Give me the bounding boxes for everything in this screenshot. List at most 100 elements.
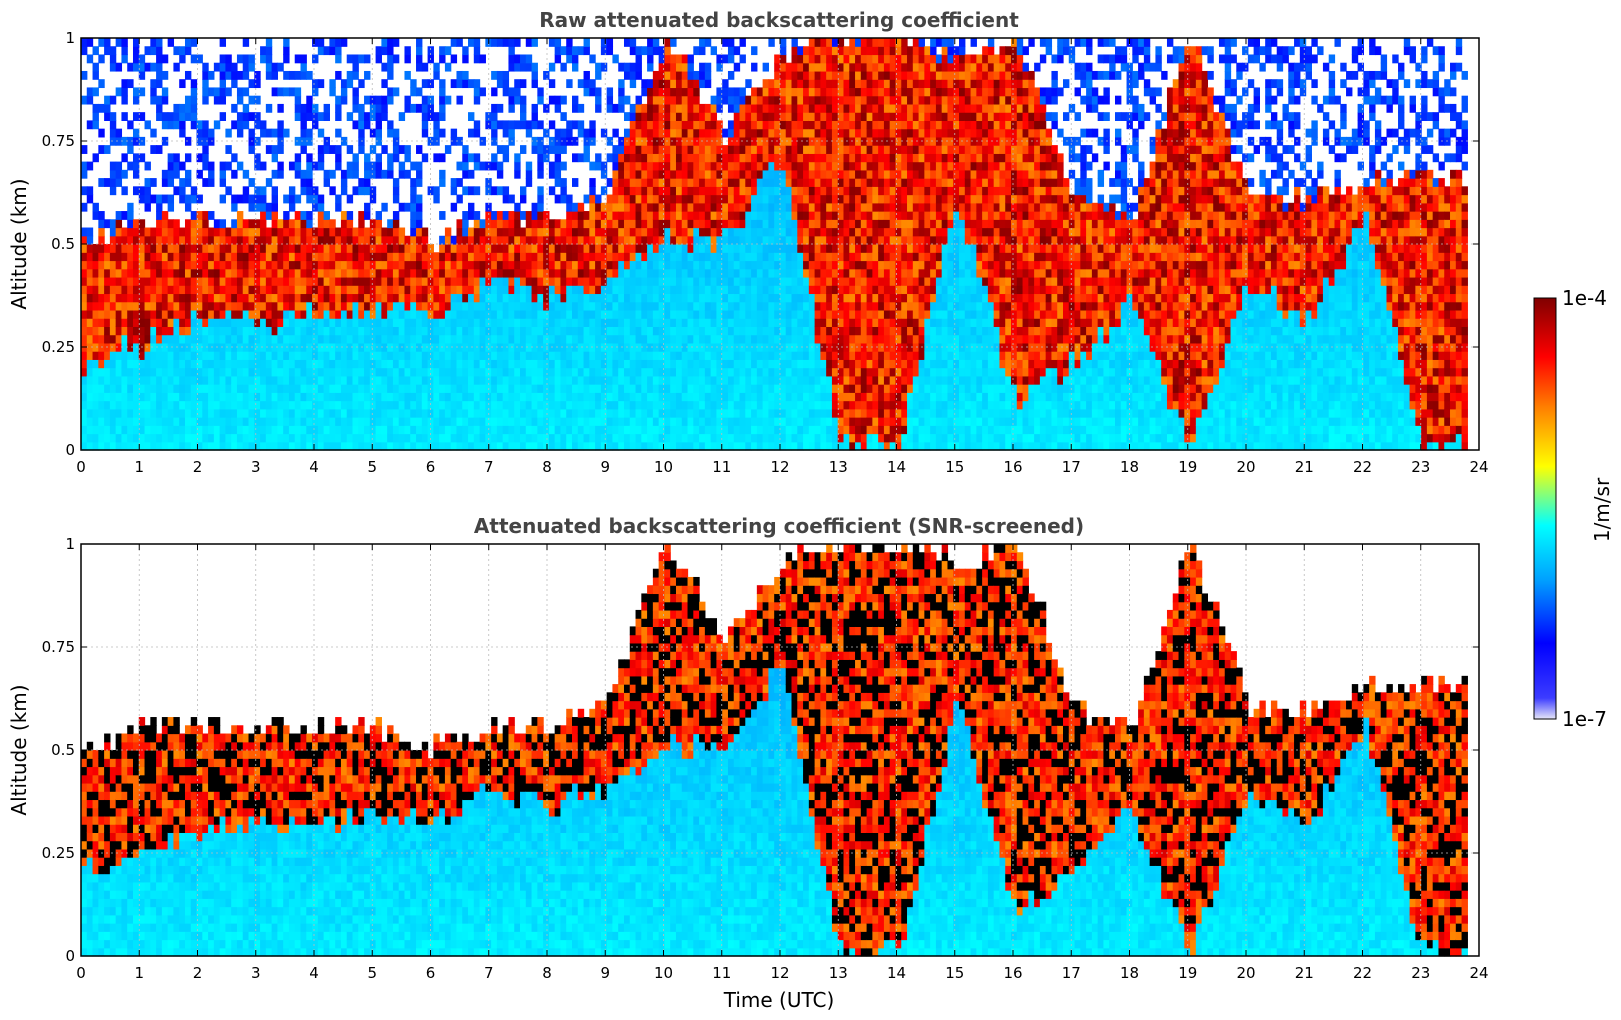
heatmap-cell [352,351,359,360]
heatmap-cell [693,46,700,56]
heatmap-cell [537,95,544,105]
heatmap-cell [699,268,706,278]
heatmap-cell [733,384,741,393]
heatmap-cell [375,359,382,369]
heatmap-cell [346,219,354,229]
heatmap-cell [618,285,625,295]
heatmap-cell [468,285,475,295]
heatmap-cell [242,441,250,451]
heatmap-cell [779,46,787,56]
heatmap-cell [681,425,689,435]
heatmap-cell [231,260,238,270]
heatmap-cell [762,392,769,402]
heatmap-cell [271,441,278,451]
heatmap-cell [756,128,764,138]
heatmap-cell [693,441,700,451]
heatmap-cell [387,384,394,393]
heatmap-cell [629,326,637,336]
heatmap-cell [416,392,423,402]
heatmap-cell [323,46,330,56]
heatmap-cell [410,408,417,418]
heatmap-cell [150,46,157,56]
heatmap-cell [652,87,660,97]
heatmap-cell [439,169,446,179]
heatmap-cell [462,375,469,385]
heatmap-cell [785,178,793,187]
heatmap-cell [687,408,694,418]
heatmap-cell [109,62,117,72]
heatmap-cell [300,260,307,270]
heatmap-cell [577,268,585,278]
heatmap-cell [115,169,123,179]
heatmap-cell [260,301,267,311]
heatmap-cell [98,400,105,410]
heatmap-cell [664,359,671,369]
heatmap-cell [595,392,602,402]
heatmap-cell [675,392,683,402]
heatmap-cell [161,194,169,204]
heatmap-cell [675,375,683,385]
heatmap-cell [704,235,712,245]
heatmap-cell [502,359,510,369]
heatmap-cell [115,301,123,311]
heatmap-cell [329,326,336,336]
heatmap-cell [473,95,481,105]
heatmap-cell [173,367,180,377]
heatmap-cell [364,392,371,402]
heatmap-cell [260,285,267,295]
heatmap-cell [196,293,203,303]
heatmap-cell [664,145,671,154]
heatmap-cell [641,408,648,418]
raw-backscatter-panel: Raw attenuated backscattering coefficien… [7,8,1489,476]
heatmap-cell [364,359,371,369]
heatmap-cell [652,169,660,179]
heatmap-cell [687,219,694,229]
heatmap-cell [156,79,163,89]
heatmap-cell [294,392,302,402]
heatmap-cell [260,417,267,426]
heatmap-cell [785,408,793,418]
heatmap-cell [115,384,123,393]
heatmap-cell [751,408,758,418]
heatmap-cell [456,384,463,393]
heatmap-cell [150,408,157,418]
heatmap-cell [739,392,746,402]
heatmap-cell [675,244,683,253]
heatmap-cell [202,384,209,393]
heatmap-cell [81,95,88,105]
heatmap-cell [398,276,406,286]
heatmap-cell [699,145,706,154]
heatmap-cell [312,186,319,196]
heatmap-cell [670,79,677,89]
heatmap-cell [317,309,325,319]
heatmap-cell [635,425,642,435]
heatmap-cell [572,293,579,303]
heatmap-cell [560,128,567,138]
heatmap-cell [670,441,677,451]
heatmap-cell [167,375,175,385]
heatmap-cell [560,136,567,146]
heatmap-cell [520,54,527,64]
heatmap-cell [156,342,163,352]
heatmap-cell [600,227,608,237]
heatmap-cell [421,103,429,113]
heatmap-cell [785,70,793,80]
heatmap-cell [560,62,567,72]
heatmap-cell [739,417,746,426]
heatmap-cell [109,433,117,443]
heatmap-cell [98,219,105,229]
heatmap-cell [756,202,764,212]
heatmap-cell [138,112,146,121]
heatmap-cell [433,334,440,344]
heatmap-cell [664,87,671,97]
heatmap-cell [635,178,642,187]
heatmap-cell [612,103,619,113]
heatmap-cell [231,318,238,327]
heatmap-cell [462,334,469,344]
heatmap-cell [751,95,758,105]
heatmap-cell [364,120,371,130]
heatmap-cell [121,441,128,451]
heatmap-cell [317,425,325,435]
heatmap-cell [439,301,446,311]
heatmap-cell [404,417,411,426]
